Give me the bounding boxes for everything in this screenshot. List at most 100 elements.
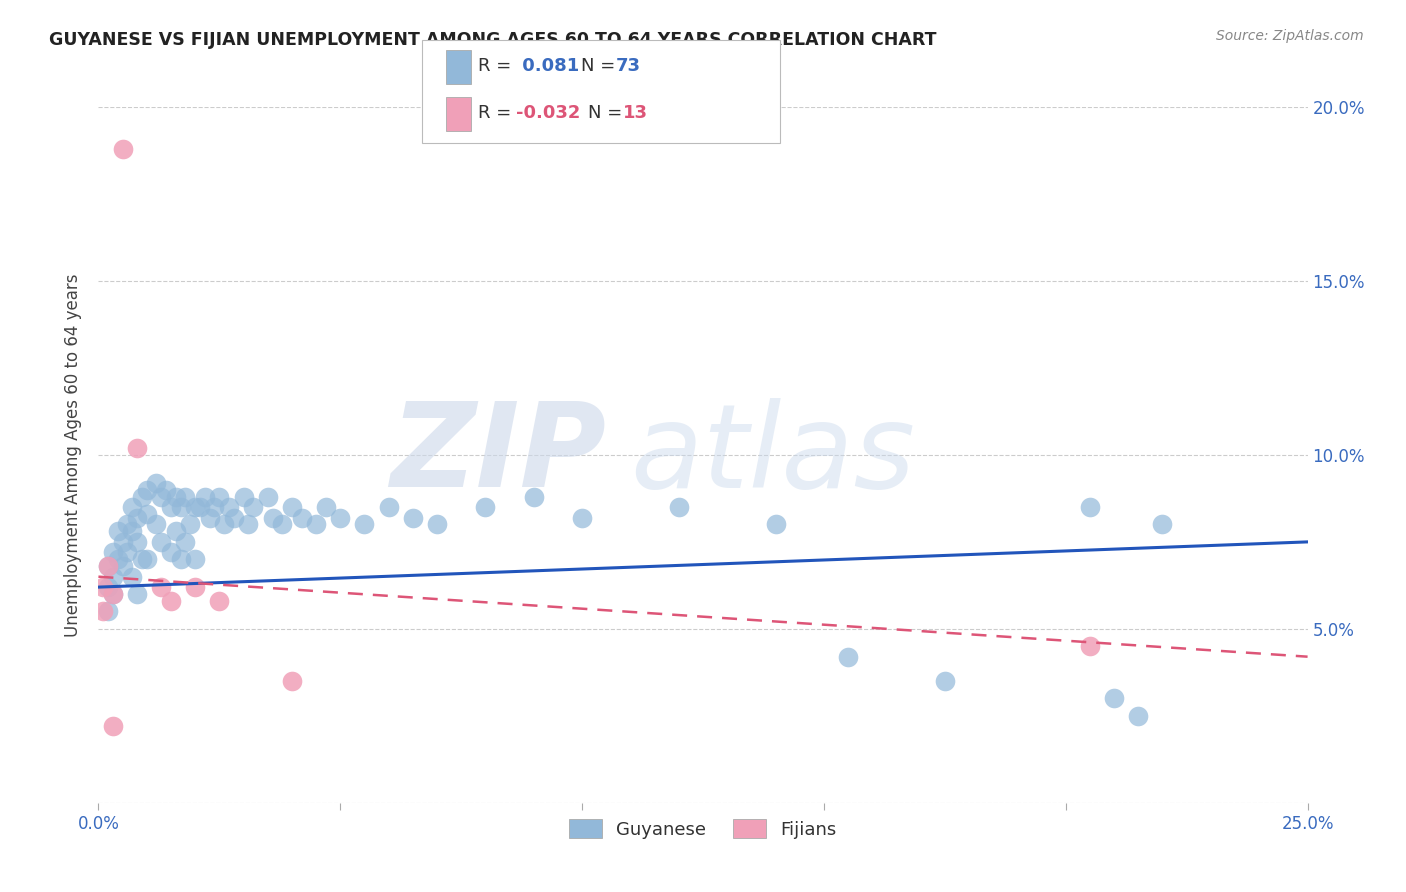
Text: N =: N = bbox=[581, 57, 620, 75]
Point bbox=[131, 552, 153, 566]
Point bbox=[131, 490, 153, 504]
Text: atlas: atlas bbox=[630, 398, 915, 512]
Y-axis label: Unemployment Among Ages 60 to 64 years: Unemployment Among Ages 60 to 64 years bbox=[65, 273, 83, 637]
Point bbox=[135, 483, 157, 497]
Point bbox=[262, 510, 284, 524]
Text: 13: 13 bbox=[623, 104, 648, 122]
Point bbox=[765, 517, 787, 532]
Point bbox=[232, 490, 254, 504]
Point bbox=[127, 510, 149, 524]
Point bbox=[145, 475, 167, 490]
Point bbox=[160, 500, 183, 514]
Point bbox=[523, 490, 546, 504]
Point bbox=[107, 524, 129, 539]
Point bbox=[150, 490, 173, 504]
Point bbox=[121, 500, 143, 514]
Text: N =: N = bbox=[588, 104, 627, 122]
Point bbox=[91, 580, 114, 594]
Point bbox=[1128, 708, 1150, 723]
Point bbox=[165, 524, 187, 539]
Point bbox=[198, 510, 221, 524]
Point bbox=[111, 534, 134, 549]
Point bbox=[135, 552, 157, 566]
Point bbox=[184, 500, 207, 514]
Point bbox=[1152, 517, 1174, 532]
Point bbox=[101, 570, 124, 584]
Point bbox=[281, 674, 304, 689]
Point bbox=[474, 500, 496, 514]
Point bbox=[101, 587, 124, 601]
Point bbox=[305, 517, 328, 532]
Point bbox=[218, 500, 240, 514]
Point bbox=[101, 587, 124, 601]
Point bbox=[204, 500, 226, 514]
Point bbox=[242, 500, 264, 514]
Point bbox=[91, 605, 114, 619]
Point bbox=[208, 490, 231, 504]
Point bbox=[150, 580, 173, 594]
Point bbox=[1078, 500, 1101, 514]
Point bbox=[353, 517, 375, 532]
Point bbox=[212, 517, 235, 532]
Point bbox=[97, 580, 120, 594]
Point bbox=[145, 517, 167, 532]
Point bbox=[97, 605, 120, 619]
Point bbox=[117, 545, 139, 559]
Point bbox=[127, 587, 149, 601]
Point bbox=[184, 552, 207, 566]
Point bbox=[101, 545, 124, 559]
Point bbox=[934, 674, 956, 689]
Text: GUYANESE VS FIJIAN UNEMPLOYMENT AMONG AGES 60 TO 64 YEARS CORRELATION CHART: GUYANESE VS FIJIAN UNEMPLOYMENT AMONG AG… bbox=[49, 31, 936, 49]
Text: ZIP: ZIP bbox=[391, 398, 606, 512]
Point bbox=[165, 490, 187, 504]
Point bbox=[668, 500, 690, 514]
Point bbox=[377, 500, 399, 514]
Point bbox=[121, 524, 143, 539]
Point bbox=[184, 580, 207, 594]
Text: 0.081: 0.081 bbox=[516, 57, 579, 75]
Point bbox=[188, 500, 211, 514]
Point bbox=[97, 559, 120, 574]
Point bbox=[155, 483, 177, 497]
Point bbox=[117, 517, 139, 532]
Text: -0.032: -0.032 bbox=[516, 104, 581, 122]
Point bbox=[135, 507, 157, 521]
Point bbox=[174, 490, 197, 504]
Point bbox=[208, 594, 231, 608]
Point bbox=[101, 719, 124, 733]
Text: Source: ZipAtlas.com: Source: ZipAtlas.com bbox=[1216, 29, 1364, 43]
Point bbox=[402, 510, 425, 524]
Point bbox=[281, 500, 304, 514]
Point bbox=[256, 490, 278, 504]
Point bbox=[160, 594, 183, 608]
Point bbox=[179, 517, 201, 532]
Point bbox=[97, 559, 120, 574]
Point bbox=[1078, 639, 1101, 653]
Point bbox=[222, 510, 245, 524]
Point bbox=[174, 534, 197, 549]
Point bbox=[238, 517, 260, 532]
Point bbox=[111, 142, 134, 156]
Point bbox=[127, 534, 149, 549]
Point bbox=[329, 510, 352, 524]
Point bbox=[315, 500, 337, 514]
Point bbox=[1102, 691, 1125, 706]
Legend: Guyanese, Fijians: Guyanese, Fijians bbox=[562, 812, 844, 846]
Point bbox=[107, 552, 129, 566]
Text: R =: R = bbox=[478, 57, 517, 75]
Point bbox=[127, 441, 149, 455]
Point bbox=[121, 570, 143, 584]
Point bbox=[290, 510, 312, 524]
Point bbox=[837, 649, 859, 664]
Point bbox=[160, 545, 183, 559]
Point bbox=[426, 517, 449, 532]
Point bbox=[111, 559, 134, 574]
Point bbox=[271, 517, 294, 532]
Point bbox=[169, 552, 191, 566]
Point bbox=[194, 490, 217, 504]
Text: R =: R = bbox=[478, 104, 517, 122]
Point bbox=[571, 510, 593, 524]
Point bbox=[169, 500, 191, 514]
Point bbox=[150, 534, 173, 549]
Text: 73: 73 bbox=[616, 57, 641, 75]
